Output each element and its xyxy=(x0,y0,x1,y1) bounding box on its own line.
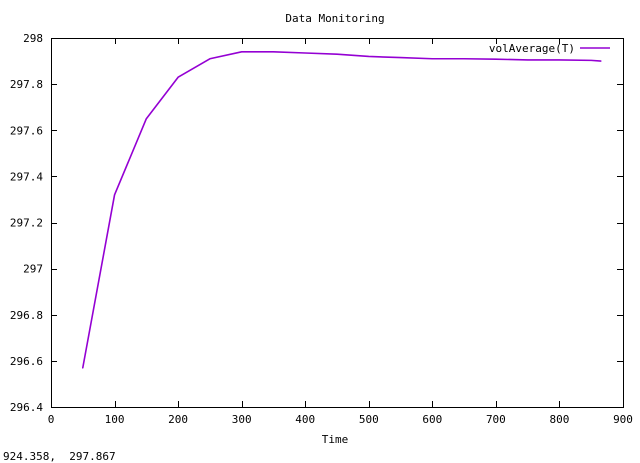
x-tick-label: 300 xyxy=(232,413,252,426)
y-tick-label: 298 xyxy=(23,32,43,45)
x-tick-label: 200 xyxy=(168,413,188,426)
x-tick-label: 700 xyxy=(486,413,506,426)
series-lines xyxy=(81,51,602,369)
x-tick-label: 400 xyxy=(295,413,315,426)
x-axis-label: Time xyxy=(322,433,349,446)
legend: volAverage(T) xyxy=(489,42,610,55)
axes xyxy=(51,38,624,408)
chart-title: Data Monitoring xyxy=(285,12,384,25)
y-tick-label: 297.2 xyxy=(10,217,43,230)
legend-label: volAverage(T) xyxy=(489,42,575,55)
x-tick-label: 600 xyxy=(422,413,442,426)
y-tick-label: 297 xyxy=(23,263,43,276)
y-tick-label: 296.4 xyxy=(10,401,43,414)
x-tick-label: 100 xyxy=(105,413,125,426)
x-tick-label: 0 xyxy=(48,413,55,426)
y-tick-label: 297.8 xyxy=(10,78,43,91)
coordinate-readout: 924.358, 297.867 xyxy=(3,450,116,463)
x-tick-label: 900 xyxy=(613,413,633,426)
x-tick-label: 800 xyxy=(550,413,570,426)
plot-frame xyxy=(51,38,624,408)
x-tick-label: 500 xyxy=(359,413,379,426)
y-tick-label: 296.6 xyxy=(10,355,43,368)
y-tick-label: 297.4 xyxy=(10,170,43,183)
series-line xyxy=(81,51,602,369)
chart-canvas[interactable]: Data Monitoring Time 0 100 200 300 400 500 600… xyxy=(0,0,640,450)
y-tick-label: 297.6 xyxy=(10,124,43,137)
y-tick-label: 296.8 xyxy=(10,309,43,322)
axis-ticks: 0 100 200 300 400 500 600 700 800 900 296.4 296.6 29… xyxy=(10,32,633,426)
